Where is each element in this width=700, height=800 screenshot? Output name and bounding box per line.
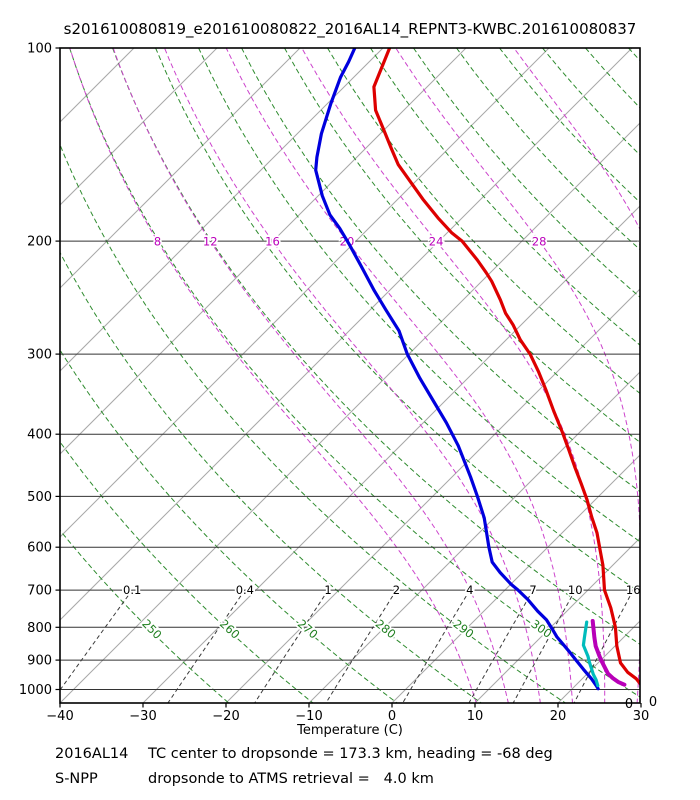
moist-adiabat-label: 28 <box>532 235 547 249</box>
x-axis-label: Temperature (C) <box>297 723 403 738</box>
satellite-id-label: S-NPP <box>55 771 98 787</box>
mixing-ratio-label: 16 <box>626 583 641 597</box>
dry-adiabat-lines <box>60 48 640 703</box>
purple_low_level_temperature-curve <box>590 619 627 687</box>
pressure-tick-label: 700 <box>27 584 52 599</box>
dry-adiabat-label: 270 <box>295 617 321 642</box>
moist-adiabat-label: 24 <box>429 235 444 249</box>
moist-adiabat-lines <box>69 48 640 703</box>
mixing-ratio-label: 7 <box>529 583 536 597</box>
annotation-line-1: 2016AL14 TC center to dropsonde = 173.3 k… <box>55 746 553 762</box>
chart-title: s201610080819_e201610080822_2016AL14_REP… <box>63 20 637 38</box>
temperature-tick-label: 20 <box>550 709 567 724</box>
annotation-line-2: S-NPP dropsonde to ATMS retrieval = 4.0 k… <box>55 771 434 787</box>
temperature-tick-label: −10 <box>295 709 322 724</box>
blue_dewpoint_profile-curve <box>314 48 600 691</box>
pressure-tick-label: 200 <box>27 235 52 250</box>
pressure-tick-label: 1000 <box>19 683 52 698</box>
isobar-gridlines <box>60 48 640 690</box>
temperature-tick-label: −20 <box>212 709 239 724</box>
tc-center-distance-text: TC center to dropsonde = 173.3 km, headi… <box>148 746 553 762</box>
corner-extra-label: 0 <box>649 695 657 710</box>
mixing-ratio-label: 10 <box>568 583 583 597</box>
mixing-ratio-label: 0.4 <box>236 583 254 597</box>
temperature-tick-label: −30 <box>129 709 156 724</box>
pressure-tick-label: 500 <box>27 490 52 505</box>
temperature-tick-label: 0 <box>388 709 396 724</box>
mixing-ratio-label: 4 <box>466 583 473 597</box>
mixing-ratio-label: 0.1 <box>123 583 141 597</box>
red_temperature_profile-curve <box>372 48 640 686</box>
pressure-tick-label: 600 <box>27 541 52 556</box>
pressure-tick-label: 900 <box>27 654 52 669</box>
moist-adiabat-label: 12 <box>203 235 218 249</box>
storm-id-label: 2016AL14 <box>55 746 129 762</box>
cyan_low_level_dewpoint-curve <box>581 620 600 688</box>
pressure-tick-label: 100 <box>27 42 52 57</box>
pressure-tick-label: 300 <box>27 348 52 363</box>
mixing-ratio-label: 2 <box>393 583 400 597</box>
dry-adiabat-label: 260 <box>217 617 243 642</box>
temperature-tick-label: −40 <box>46 709 73 724</box>
moist-adiabat-label: 8 <box>154 235 161 249</box>
moist-adiabat-label: 16 <box>265 235 280 249</box>
axis-ticks <box>55 47 642 708</box>
dry-adiabat-label: 280 <box>373 617 399 642</box>
isotherm-gridlines <box>60 48 640 703</box>
pressure-tick-label: 800 <box>27 621 52 636</box>
temperature-tick-label: 30 <box>633 709 650 724</box>
plot-frame <box>59 47 641 704</box>
pressure-tick-label: 400 <box>27 428 52 443</box>
retrieval-distance-text: dropsonde to ATMS retrieval = 4.0 km <box>148 771 434 787</box>
corner-extra-label: 0 <box>625 697 633 712</box>
mixing-ratio-lines <box>60 589 634 703</box>
temperature-tick-label: 10 <box>467 709 484 724</box>
mixing-ratio-label: 1 <box>324 583 331 597</box>
